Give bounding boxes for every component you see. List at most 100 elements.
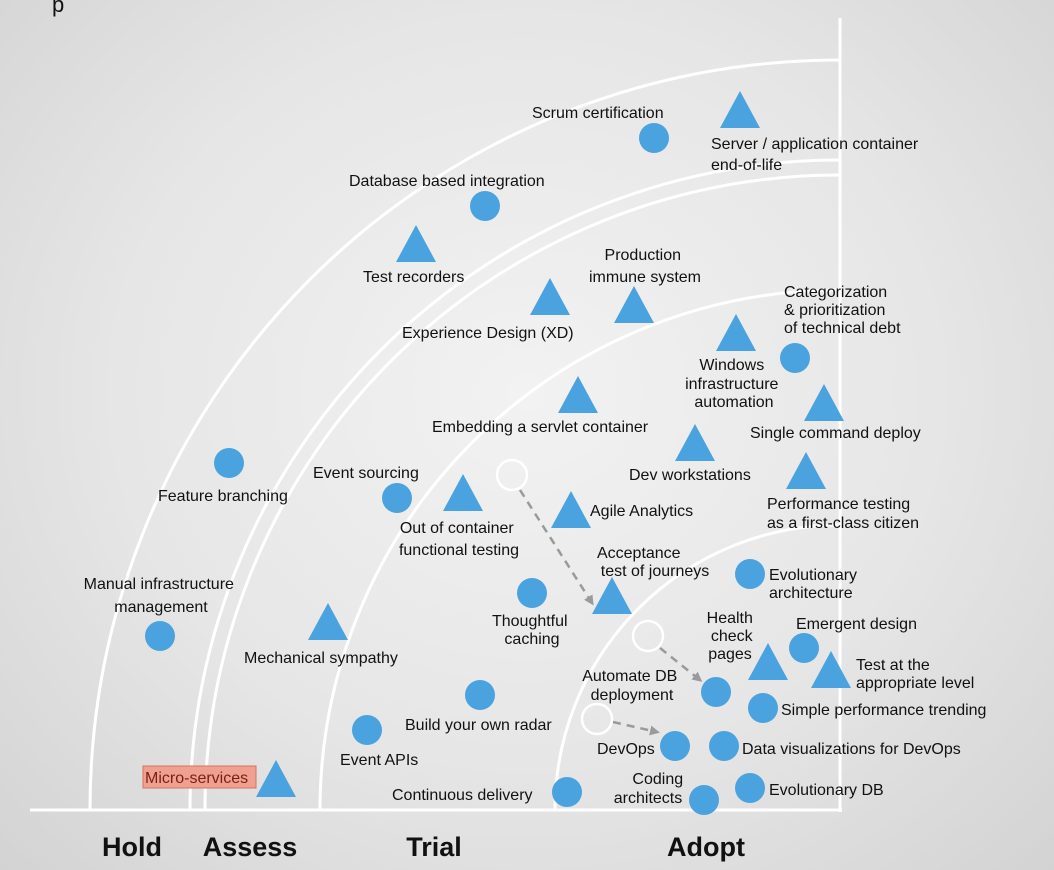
blip-circle[interactable] xyxy=(465,680,495,710)
radar-rings xyxy=(88,58,841,811)
blip-triangle[interactable] xyxy=(443,474,483,511)
blip-triangle[interactable] xyxy=(716,314,756,351)
blip-label-line: management xyxy=(114,599,208,616)
blip-label-line: automation xyxy=(694,394,773,411)
ring-label-hold: Hold xyxy=(102,832,162,862)
blip-triangle[interactable] xyxy=(748,643,788,680)
blip-label-line: end-of-life xyxy=(711,157,782,174)
blip-circle[interactable] xyxy=(689,785,719,815)
ring-label-adopt: Adopt xyxy=(667,832,745,862)
blip-circle[interactable] xyxy=(517,578,547,608)
blip-labels: Scrum certification Server / application… xyxy=(84,105,987,807)
blip-label-line: test of journeys xyxy=(601,563,710,580)
blip-label: Evolutionary DB xyxy=(769,782,884,799)
blip-label: Scrum certification xyxy=(532,105,664,122)
blip-triangle[interactable] xyxy=(614,286,654,323)
blip-label: Single command deploy xyxy=(750,425,921,442)
blip-triangle[interactable] xyxy=(592,577,632,614)
blip-circle[interactable] xyxy=(470,191,500,221)
blip-label-line: Thoughtful xyxy=(492,613,568,630)
blip-label: Windows infrastructure automation xyxy=(685,357,783,411)
blip-label: Embedding a servlet container xyxy=(432,419,649,436)
blip-circle[interactable] xyxy=(214,448,244,478)
blip-label-line: Coding xyxy=(632,771,683,788)
blip-circle[interactable] xyxy=(735,773,765,803)
blip-label-line: Server / application container xyxy=(711,136,919,153)
blip-label: Evolutionary architecture xyxy=(769,567,862,602)
blip-label-line: check xyxy=(711,628,754,645)
blip-triangle[interactable] xyxy=(811,651,851,688)
blip-label-line: infrastructure xyxy=(685,376,778,393)
blip-circle[interactable] xyxy=(639,123,669,153)
ring-label-trial: Trial xyxy=(406,832,462,862)
blip-label-line: caching xyxy=(504,631,559,648)
blip-triangle[interactable] xyxy=(551,491,591,528)
blip-label-line: Categorization xyxy=(784,284,887,301)
header-fragment: p xyxy=(52,0,64,17)
blip-circle[interactable] xyxy=(701,677,731,707)
highlight-box xyxy=(142,765,257,789)
blip-label-line: Automate DB xyxy=(582,668,677,685)
ring-arc-adopt xyxy=(553,523,841,811)
blip-label: DevOps xyxy=(597,741,655,758)
blip-label: Experience Design (XD) xyxy=(402,325,574,342)
blip-circle[interactable] xyxy=(709,731,739,761)
blip-label: Micro-services xyxy=(145,770,248,787)
blip-triangle[interactable] xyxy=(256,760,296,797)
blip-label: Dev workstations xyxy=(629,467,751,484)
blip-label: Agile Analytics xyxy=(590,503,693,520)
blip-label: Event sourcing xyxy=(313,465,419,482)
blip-circle[interactable] xyxy=(352,715,382,745)
blip-label-line: immune system xyxy=(589,269,701,286)
blip-label: Acceptance test of journeys xyxy=(597,545,709,580)
blip-triangle[interactable] xyxy=(786,452,826,489)
blip-label: Build your own radar xyxy=(405,717,552,734)
blip-circle[interactable] xyxy=(780,343,810,373)
blip-label-line: Health xyxy=(707,610,753,627)
blip-label-line: as a first-class citizen xyxy=(767,515,919,532)
blip-circle[interactable] xyxy=(382,483,412,513)
ring-label-assess: Assess xyxy=(203,832,298,862)
blip-triangle[interactable] xyxy=(396,225,436,262)
blip-label-line: Manual infrastructure xyxy=(84,576,234,593)
blip-label: Server / application container end-of-li… xyxy=(711,136,923,174)
blip-triangle[interactable] xyxy=(558,376,598,413)
origin-marker xyxy=(495,458,529,492)
ring-arc-hold-outer xyxy=(88,58,841,811)
blip-triangle[interactable] xyxy=(675,424,715,461)
origin-marker xyxy=(631,619,665,653)
blip-label: Test recorders xyxy=(363,269,464,286)
blip-triangle[interactable] xyxy=(308,603,348,640)
move-arrow xyxy=(612,720,660,736)
blip-markers xyxy=(145,91,851,815)
blip-triangle[interactable] xyxy=(804,384,844,421)
blip-circle[interactable] xyxy=(735,559,765,589)
blip-circle[interactable] xyxy=(552,777,582,807)
move-arrow xyxy=(659,647,703,682)
blip-label-line: Evolutionary xyxy=(769,567,857,584)
blip-label-line: appropriate level xyxy=(856,675,974,692)
blip-label: Database based integration xyxy=(349,173,545,190)
blip-triangle[interactable] xyxy=(530,278,570,315)
blip-label: Data visualizations for DevOps xyxy=(742,741,961,758)
blip-label: Coding architects xyxy=(614,771,688,807)
blip-label-line: of technical debt xyxy=(784,320,901,337)
ring-arc-assess-outer xyxy=(203,173,841,811)
blip-circle[interactable] xyxy=(748,693,778,723)
blip-label-line: Test at the xyxy=(856,657,930,674)
blip-label-line: & prioritization xyxy=(784,302,885,319)
blip-triangle[interactable] xyxy=(720,91,760,128)
blip-label: Simple performance trending xyxy=(781,702,986,719)
blip-circle[interactable] xyxy=(789,633,819,663)
blip-label-line: architecture xyxy=(769,585,853,602)
origin-marker xyxy=(580,702,614,736)
blip-label-line: Out of container xyxy=(400,520,515,537)
blip-label-line: deployment xyxy=(591,687,674,704)
blip-circle[interactable] xyxy=(145,621,175,651)
blip-label-line: Acceptance xyxy=(597,545,681,562)
blip-label: Performance testing as a first-class cit… xyxy=(767,496,919,532)
blip-circle[interactable] xyxy=(660,731,690,761)
ring-arc-hold-inner xyxy=(188,158,841,811)
blip-label: Manual infrastructure management xyxy=(84,576,239,616)
